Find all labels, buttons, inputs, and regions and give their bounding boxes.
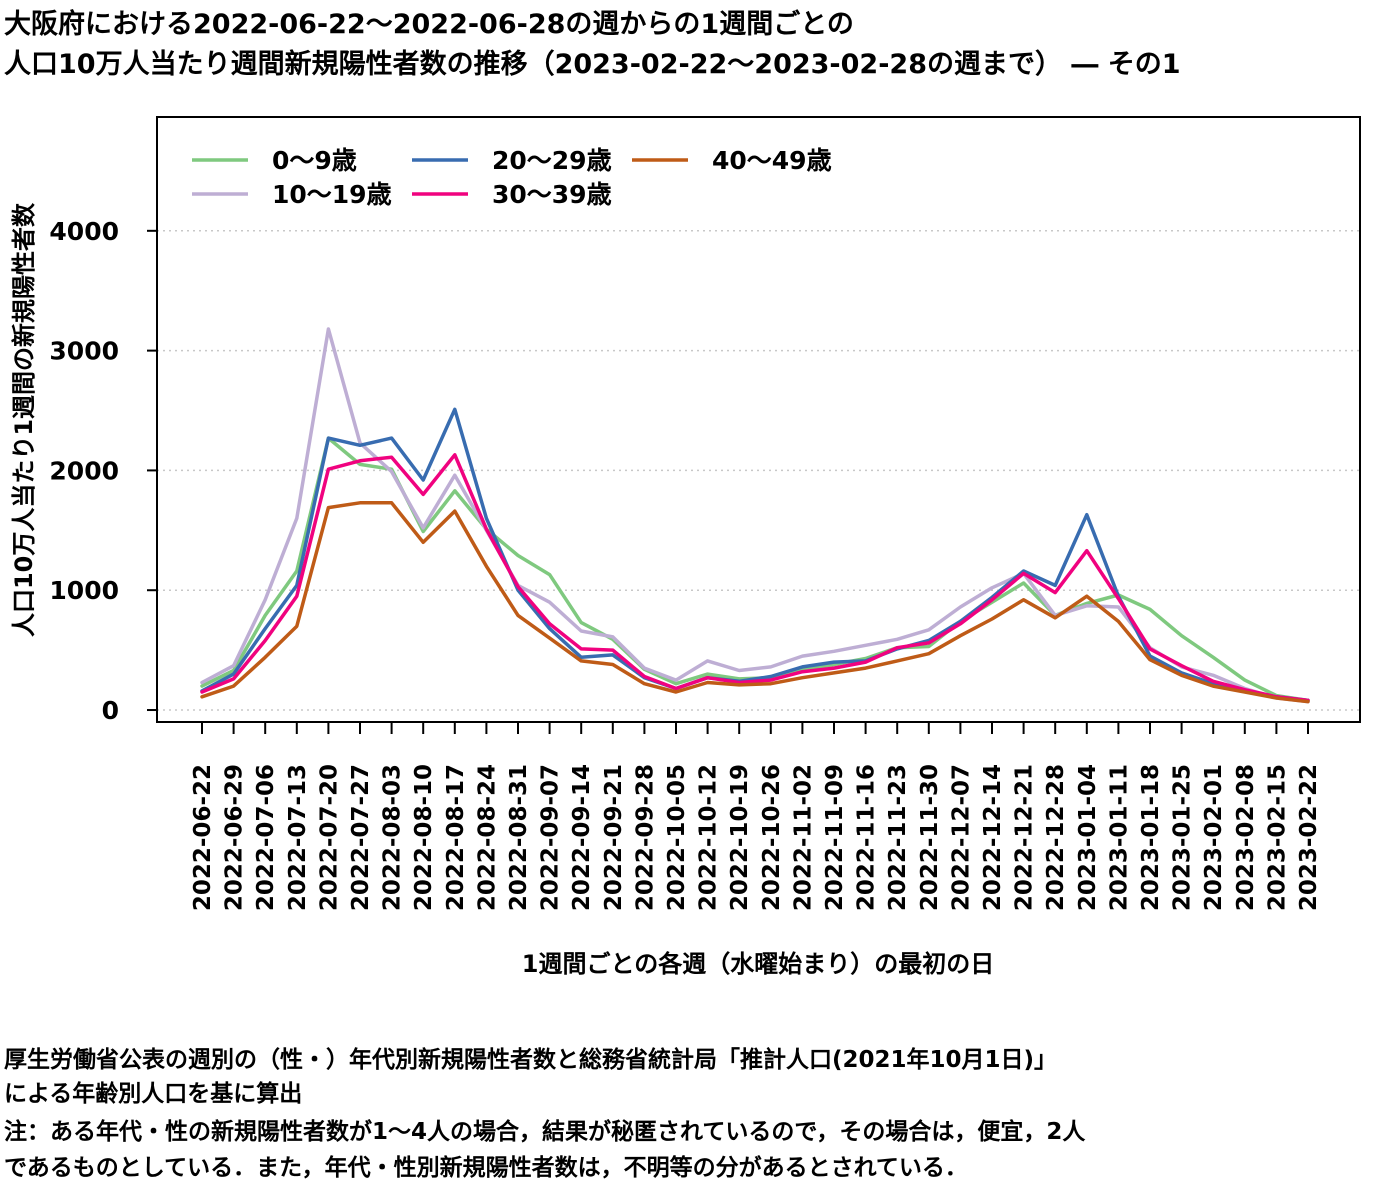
y-tick-label: 0 (102, 696, 119, 725)
x-tick-label: 2022-07-27 (348, 764, 374, 911)
x-tick-label: 2022-06-22 (190, 764, 216, 911)
x-tick-label: 2022-12-28 (1043, 764, 1069, 911)
legend-item: 20〜29歳 (412, 146, 612, 175)
x-tick-label: 2022-09-14 (569, 764, 595, 911)
x-tick-label: 2022-08-10 (411, 764, 437, 911)
x-tick-label: 2022-12-21 (1012, 764, 1038, 911)
legend-label: 40〜49歳 (712, 146, 832, 175)
plot-frame (156, 116, 1361, 723)
x-tick-label: 2022-10-19 (727, 764, 753, 911)
x-tick-label: 2023-02-01 (1201, 764, 1227, 911)
x-tick-label: 2023-02-15 (1264, 764, 1290, 911)
x-tick-label: 2022-11-16 (854, 764, 880, 911)
y-tick-label: 3000 (49, 337, 119, 366)
x-tick-label: 2022-11-09 (822, 764, 848, 911)
x-axis: 2022-06-22 2022-06-29 2022-07-06 2022-07-13… (190, 722, 1322, 911)
y-axis-label: 人口10万人当たり1週間の新規陽性者数 (10, 202, 38, 637)
legend-label: 30〜39歳 (492, 180, 612, 209)
source-note-line1: 厚生労働省公表の週別の（性・）年代別新規陽性者数と総務省統計局「推計人口(202… (4, 1047, 1058, 1073)
series-line-2 (200, 407, 1310, 703)
legend-label: 0〜9歳 (272, 146, 357, 175)
chart-title-line1: 大阪府における2022-06-22〜2022-06-28の週からの1週間ごとの (4, 9, 854, 40)
legend: 0〜9歳 10〜19歳 20〜29歳 30〜39歳 40〜49歳 (192, 146, 832, 209)
x-tick-label: 2022-11-23 (885, 764, 911, 911)
grid-lines (157, 230, 1360, 711)
x-tick-label: 2022-11-02 (790, 764, 816, 911)
x-tick-label: 2022-10-12 (696, 764, 722, 911)
legend-label: 10〜19歳 (272, 180, 392, 209)
x-tick-label: 2022-10-05 (664, 764, 690, 911)
x-tick-label: 2022-10-26 (759, 764, 785, 911)
legend-item: 10〜19歳 (192, 180, 392, 209)
x-tick-label: 2022-08-24 (474, 764, 500, 911)
x-tick-label: 2022-12-07 (948, 764, 974, 911)
y-tick-label: 2000 (49, 456, 119, 485)
series-line-0 (200, 436, 1310, 703)
footnote-line1: 注：ある年代・性の新規陽性者数が1〜4人の場合，結果が秘匿されているので，その場… (4, 1119, 1086, 1145)
x-tick-label: 2023-02-08 (1233, 764, 1259, 911)
x-tick-label: 2022-07-13 (285, 764, 311, 911)
y-axis: 0 1000 2000 3000 4000 (49, 217, 157, 725)
chart-title-line2: 人口10万人当たり週間新規陽性者数の推移（2023-02-22〜2023-02-… (4, 49, 1181, 80)
series-line-3 (200, 453, 1310, 703)
series-lines (200, 327, 1310, 704)
source-note-line2: による年齢別人口を基に算出 (4, 1081, 303, 1107)
legend-label: 20〜29歳 (492, 146, 612, 175)
x-tick-label: 2022-09-28 (632, 764, 658, 911)
x-tick-label: 2023-01-11 (1106, 764, 1132, 911)
legend-item: 30〜39歳 (412, 180, 612, 209)
x-tick-label: 2023-01-25 (1170, 764, 1196, 911)
x-tick-label: 2022-08-17 (443, 764, 469, 911)
x-tick-label: 2022-08-31 (506, 764, 532, 911)
x-tick-label: 2023-01-18 (1138, 764, 1164, 911)
legend-item: 0〜9歳 (192, 146, 357, 175)
x-tick-label: 2022-09-21 (601, 764, 627, 911)
x-axis-label: 1週間ごとの各週（水曜始まり）の最初の日 (522, 950, 994, 978)
x-tick-label: 2022-11-30 (917, 764, 943, 911)
series-line-1 (200, 327, 1310, 704)
footnote-line2: であるものとしている．また，年代・性別新規陽性者数は，不明等の分があるとされてい… (4, 1155, 968, 1181)
y-tick-label: 1000 (49, 576, 119, 605)
legend-item: 40〜49歳 (632, 146, 832, 175)
x-tick-label: 2022-12-14 (980, 764, 1006, 911)
y-tick-label: 4000 (49, 217, 119, 246)
x-tick-label: 2022-08-03 (380, 764, 406, 911)
series-line-4 (200, 501, 1310, 704)
x-tick-label: 2022-07-20 (316, 764, 342, 911)
x-tick-label: 2022-09-07 (538, 764, 564, 911)
x-tick-label: 2022-06-29 (222, 764, 248, 911)
x-tick-label: 2023-01-04 (1075, 764, 1101, 911)
x-tick-label: 2023-02-22 (1296, 764, 1322, 911)
x-tick-label: 2022-07-06 (253, 764, 279, 911)
